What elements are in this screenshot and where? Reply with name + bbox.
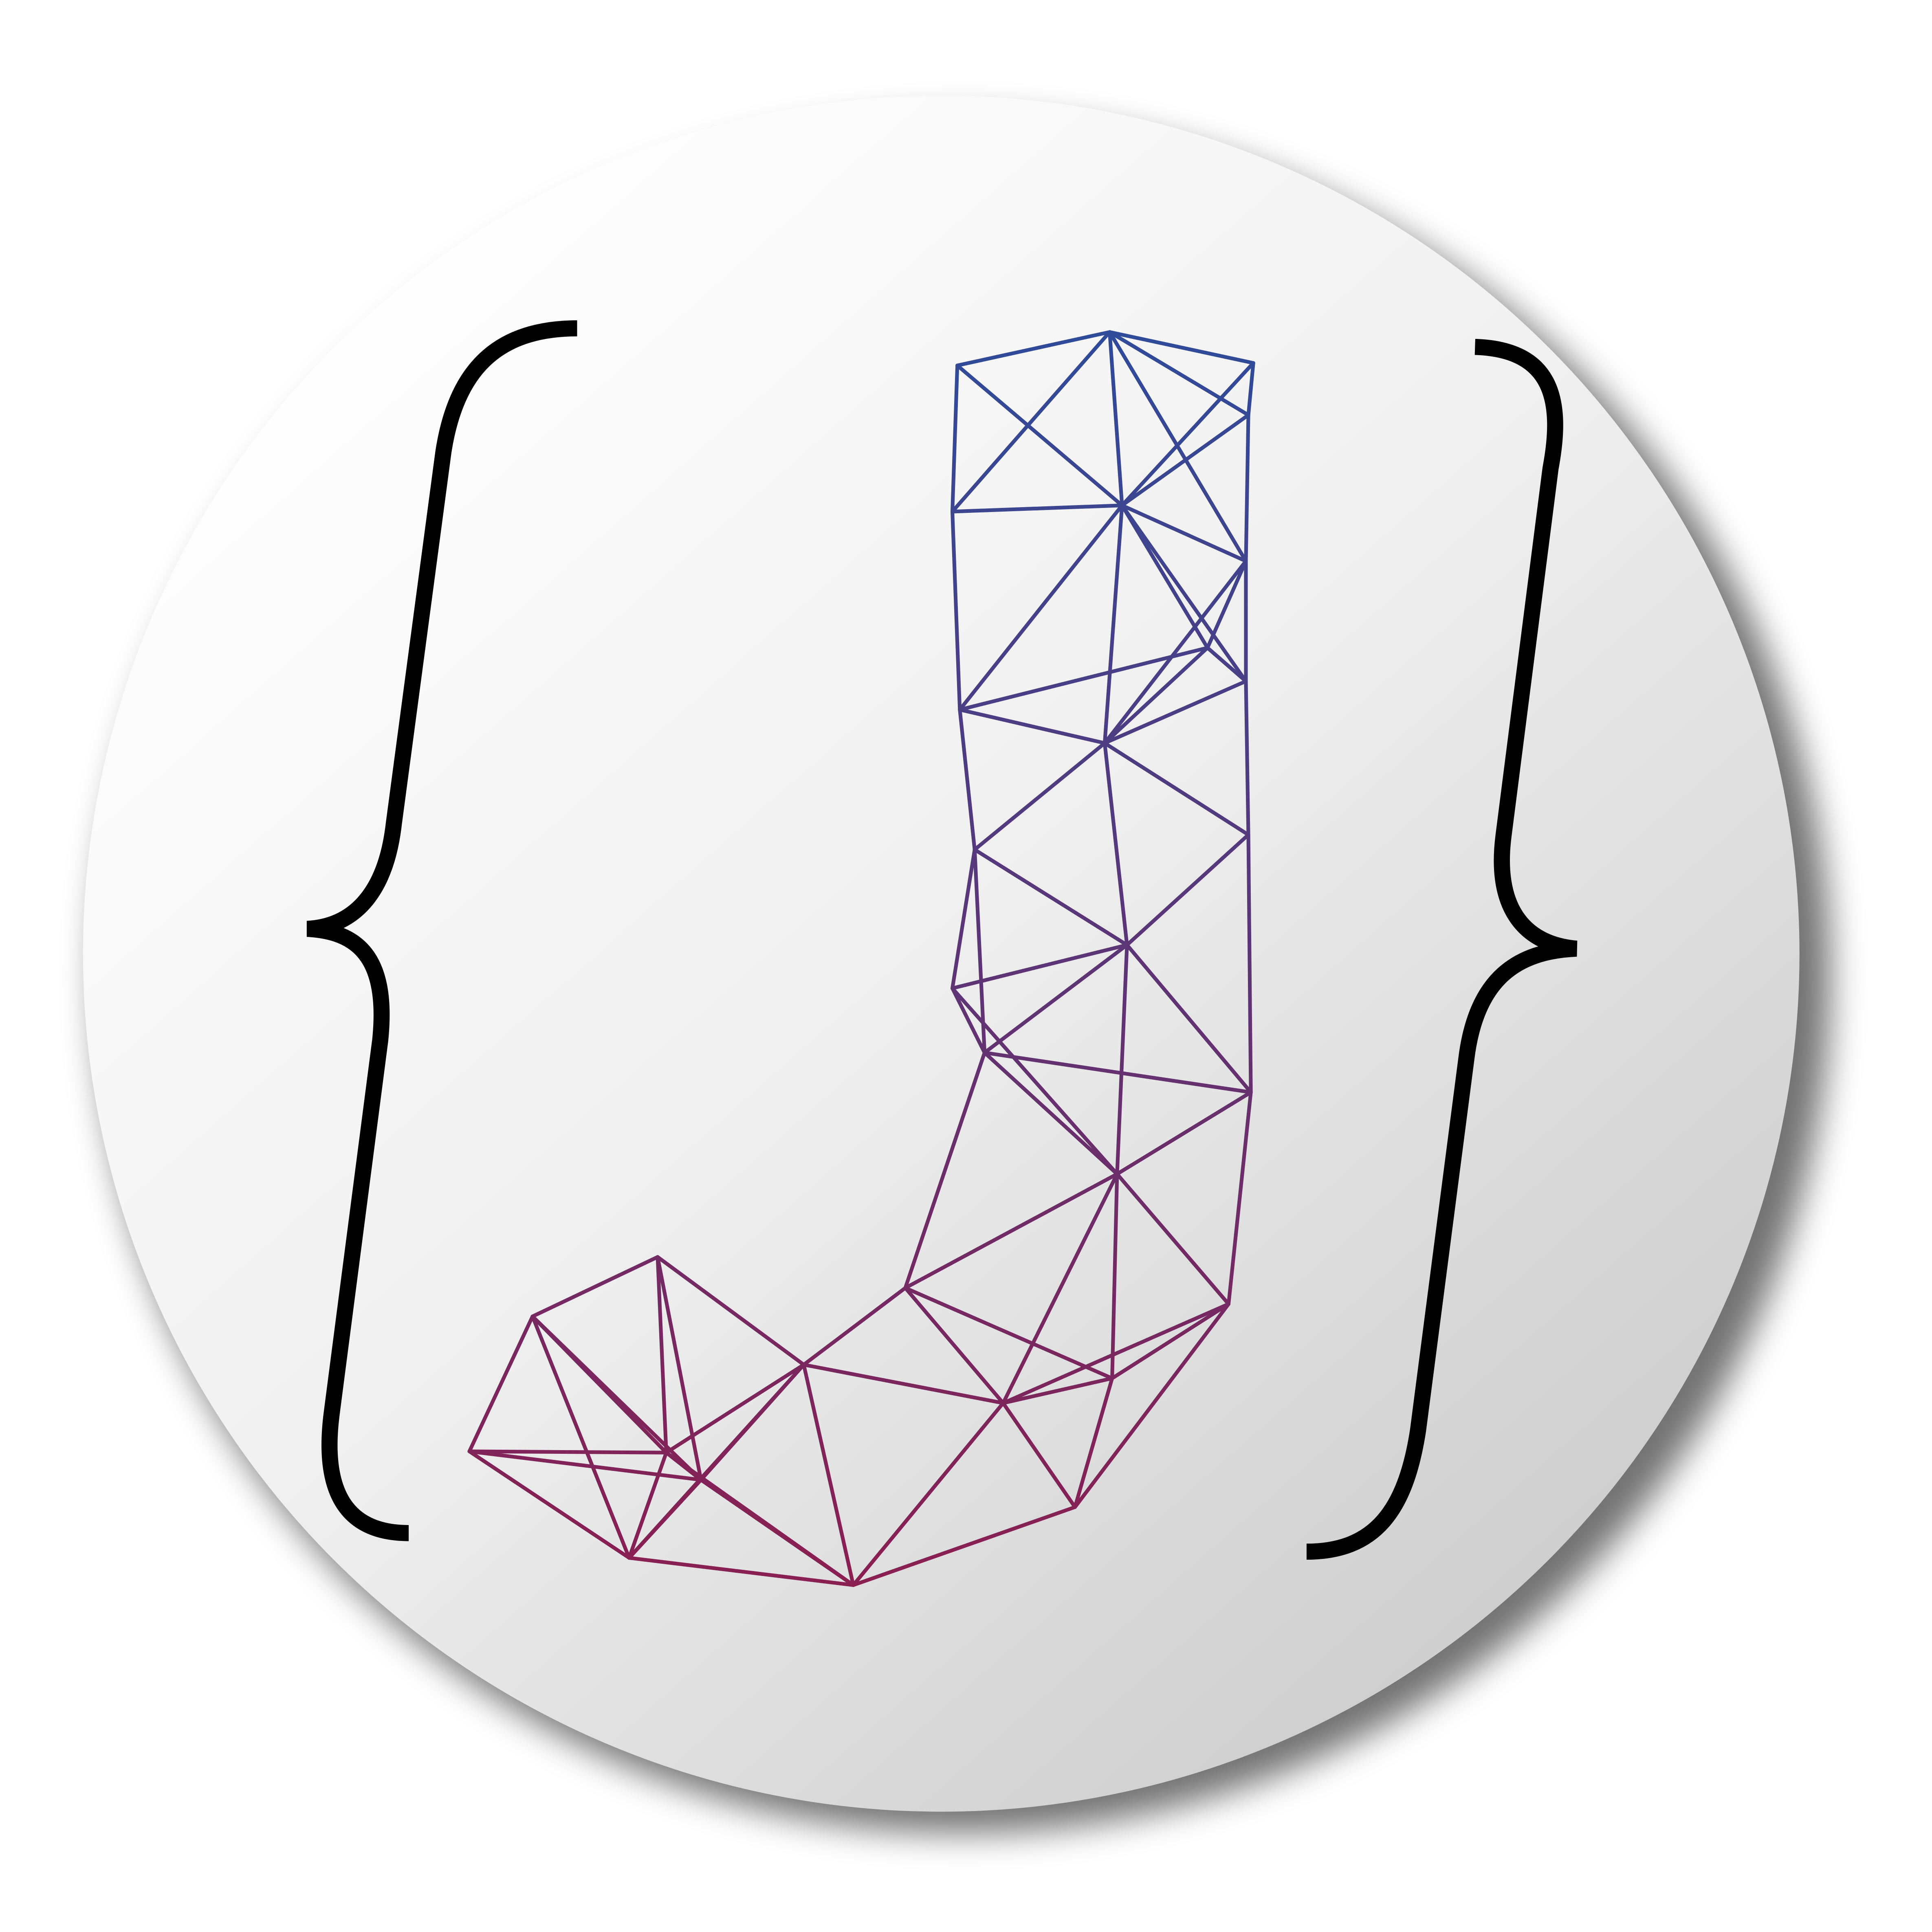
mesh-edge (1073, 1302, 1230, 1509)
disc (83, 95, 1800, 1812)
mesh-edge (1110, 1172, 1119, 1380)
mesh-edge (802, 1363, 855, 1587)
mesh-edge (1102, 741, 1129, 947)
mesh-edge (1001, 1302, 1230, 1405)
mesh-edge (983, 1051, 1119, 1176)
mesh-edge (1102, 559, 1248, 745)
mesh-edge (664, 1363, 806, 1455)
mesh-edge (955, 363, 1124, 508)
mesh-edge (951, 848, 977, 990)
mesh-edge (802, 1286, 907, 1367)
mesh-edge (973, 848, 1129, 947)
wireframe-letter-j-icon (467, 330, 1255, 1587)
mesh-edge (1120, 503, 1248, 563)
mesh-edge (1110, 1302, 1230, 1380)
mesh-edge (1108, 330, 1255, 365)
mesh-edge (958, 708, 977, 852)
mesh-edge (1073, 1376, 1114, 1509)
mesh-edge (951, 330, 1112, 514)
mesh-edge (951, 986, 987, 1055)
mesh-edge (1115, 1172, 1230, 1306)
mesh-edge (1108, 330, 1124, 508)
mesh-edge (1102, 741, 1250, 837)
mesh-edge (1001, 1376, 1114, 1405)
mesh-edge (973, 848, 987, 1055)
mesh-edge (530, 1314, 631, 1560)
mesh-edge (958, 503, 1124, 712)
mesh-edge (1244, 413, 1250, 563)
mesh-edge (1226, 1090, 1253, 1306)
mesh-edge (851, 1401, 1005, 1587)
mesh-edge (802, 1363, 1005, 1405)
mesh-edge (1125, 943, 1253, 1095)
mesh-edge (1102, 646, 1210, 745)
mesh-edge (1120, 503, 1210, 650)
mesh-edge (851, 1505, 1077, 1587)
mesh-edge (1115, 943, 1129, 1176)
mesh-edge (983, 943, 1129, 1055)
mesh-edge (951, 986, 1119, 1176)
mesh-edge (656, 1255, 806, 1367)
mesh-edge (1001, 1401, 1077, 1509)
mesh-edge (1120, 503, 1248, 683)
mesh-edge (664, 1451, 855, 1587)
mesh-edge (903, 1172, 1119, 1290)
mesh-edge (1115, 1090, 1253, 1176)
mesh-edge (1001, 1172, 1119, 1405)
mesh-edge (656, 1255, 668, 1455)
mesh-edge (627, 1451, 668, 1560)
mesh-edge (1206, 559, 1248, 650)
mesh-edge (955, 330, 1112, 367)
mesh-edge (1120, 413, 1250, 508)
mesh-edge (1206, 646, 1248, 683)
mesh-edge (903, 1051, 987, 1290)
mesh-edge (1102, 679, 1248, 745)
left-brace-icon (306, 320, 577, 1541)
mesh-edge (530, 1255, 660, 1319)
mesh-edge (627, 1556, 855, 1587)
mesh-edge (951, 510, 962, 712)
mesh-edge (951, 943, 1129, 990)
mesh-edge (951, 503, 1124, 514)
mesh-edge (958, 646, 1210, 712)
mesh-edge (467, 1449, 703, 1482)
mesh-edge (903, 1286, 1114, 1380)
mesh-edge (530, 1314, 703, 1482)
mesh-edge (467, 1449, 631, 1560)
mesh-edge (951, 363, 959, 514)
mesh-edge (1246, 833, 1253, 1095)
mesh-edge (467, 1314, 535, 1453)
mesh-edge (973, 741, 1107, 852)
mesh-edge (467, 1449, 668, 1455)
mesh-edge (1125, 833, 1250, 947)
mesh-edge (1244, 679, 1250, 837)
mesh-edge (1120, 361, 1255, 508)
mesh-edge (1108, 330, 1250, 417)
mesh-edge (903, 1286, 1005, 1405)
right-brace-icon (1306, 338, 1578, 1560)
mesh-edge (983, 1051, 1253, 1095)
mesh-edge (656, 1255, 703, 1482)
mesh-edge (1102, 503, 1124, 745)
mesh-edge (958, 708, 1107, 745)
mesh-edge (627, 1478, 703, 1560)
mesh-edge (1246, 361, 1255, 417)
